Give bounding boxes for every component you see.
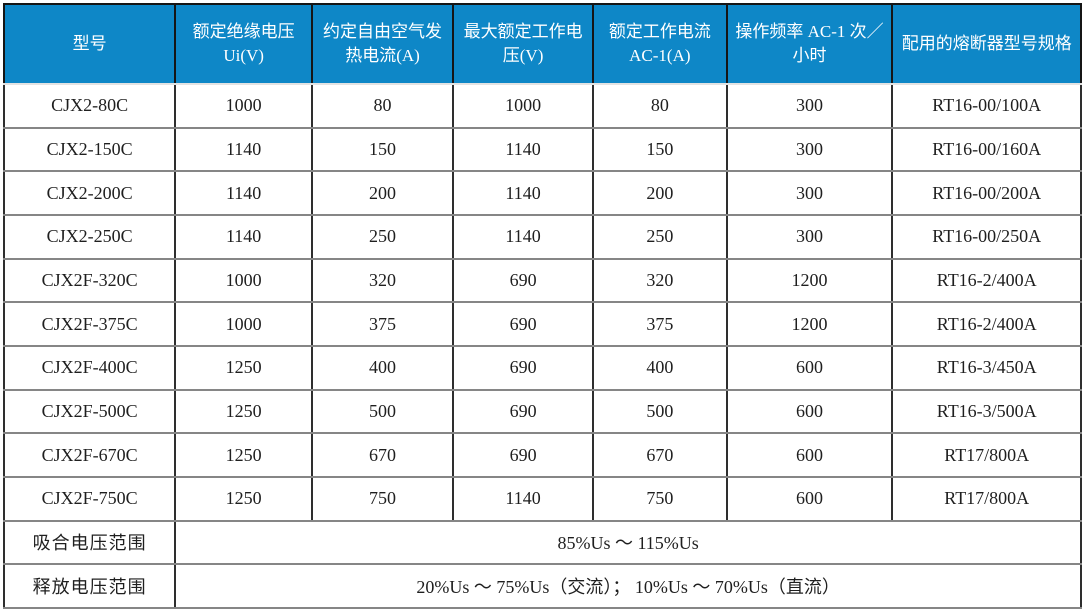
value-cell: 400 (592, 344, 728, 391)
value-cell: RT17/800A (891, 475, 1082, 522)
value-cell: 1250 (174, 432, 313, 478)
value-cell: RT16-00/200A (891, 170, 1082, 216)
table-row: CJX2F-750C 1250 750 1140 750 600 RT17/800A (2, 475, 1082, 522)
value-cell: 250 (310, 213, 455, 260)
value-cell: 1250 (174, 475, 313, 522)
value-cell: 1140 (452, 126, 595, 173)
value-cell: 1250 (174, 388, 313, 435)
table-row: CJX2F-670C 1250 670 690 670 600 RT17/800A (2, 432, 1082, 478)
value-cell: 1140 (174, 126, 313, 173)
value-cell: 750 (592, 475, 728, 522)
header-cell-op-frequency: 操作频率 AC-1 次／小时 (725, 3, 894, 85)
model-cell: CJX2-200C (2, 170, 177, 216)
model-cell: CJX2-80C (2, 83, 177, 129)
value-cell: 1140 (174, 170, 313, 216)
model-cell: CJX2F-750C (2, 475, 177, 522)
model-cell: CJX2F-375C (2, 301, 177, 347)
value-cell: RT16-00/160A (891, 126, 1082, 173)
header-cell-model: 型号 (2, 3, 177, 85)
table-row: CJX2F-400C 1250 400 690 400 600 RT16-3/450A (2, 344, 1082, 391)
value-cell: 300 (725, 170, 894, 216)
model-cell: CJX2-150C (2, 126, 177, 173)
value-cell: 150 (310, 126, 455, 173)
value-cell: 1200 (725, 257, 894, 304)
value-cell: 1000 (174, 301, 313, 347)
value-cell: 375 (592, 301, 728, 347)
pickup-voltage-label: 吸合电压范围 (2, 519, 177, 566)
value-cell: 690 (452, 388, 595, 435)
value-cell: 80 (592, 83, 728, 129)
release-voltage-row: 释放电压范围 20%Us ～ 75%Us（交流）； 10%Us ～ 70%Us（… (2, 563, 1082, 609)
value-cell: 300 (725, 126, 894, 173)
contactor-spec-table: 型号 额定绝缘电压 Ui(V) 约定自由空气发热电流(A) 最大额定工作电压(V… (2, 3, 1082, 609)
value-cell: 1000 (174, 83, 313, 129)
header-cell-thermal-current: 约定自由空气发热电流(A) (310, 3, 455, 85)
table-header: 型号 额定绝缘电压 Ui(V) 约定自由空气发热电流(A) 最大额定工作电压(V… (2, 3, 1082, 85)
model-cell: CJX2F-500C (2, 388, 177, 435)
value-cell: RT16-3/450A (891, 344, 1082, 391)
value-cell: 1140 (174, 213, 313, 260)
value-cell: 600 (725, 344, 894, 391)
value-cell: 300 (725, 213, 894, 260)
header-cell-working-current: 额定工作电流 AC-1(A) (592, 3, 728, 85)
header-cell-max-voltage: 最大额定工作电压(V) (452, 3, 595, 85)
value-cell: 320 (592, 257, 728, 304)
table-footer: 吸合电压范围 85%Us ～ 115%Us 释放电压范围 20%Us ～ 75%… (2, 519, 1082, 609)
table-row: CJX2F-375C 1000 375 690 375 1200 RT16-2/400A (2, 301, 1082, 347)
value-cell: RT16-00/100A (891, 83, 1082, 129)
value-cell: RT16-2/400A (891, 257, 1082, 304)
value-cell: 1140 (452, 475, 595, 522)
value-cell: 1000 (452, 83, 595, 129)
value-cell: 670 (592, 432, 728, 478)
value-cell: RT16-3/500A (891, 388, 1082, 435)
value-cell: 1200 (725, 301, 894, 347)
value-cell: 200 (310, 170, 455, 216)
table-row: CJX2F-320C 1000 320 690 320 1200 RT16-2/400A (2, 257, 1082, 304)
value-cell: 500 (310, 388, 455, 435)
model-cell: CJX2F-400C (2, 344, 177, 391)
value-cell: 750 (310, 475, 455, 522)
value-cell: 600 (725, 388, 894, 435)
value-cell: 1250 (174, 344, 313, 391)
value-cell: 500 (592, 388, 728, 435)
value-cell: 690 (452, 257, 595, 304)
release-voltage-value: 20%Us ～ 75%Us（交流）； 10%Us ～ 70%Us（直流） (174, 563, 1082, 609)
model-cell: CJX2F-320C (2, 257, 177, 304)
value-cell: 600 (725, 475, 894, 522)
value-cell: RT16-00/250A (891, 213, 1082, 260)
value-cell: RT17/800A (891, 432, 1082, 478)
value-cell: 200 (592, 170, 728, 216)
model-cell: CJX2F-670C (2, 432, 177, 478)
value-cell: 150 (592, 126, 728, 173)
table-row: CJX2-150C 1140 150 1140 150 300 RT16-00/160A (2, 126, 1082, 173)
value-cell: RT16-2/400A (891, 301, 1082, 347)
table-row: CJX2F-500C 1250 500 690 500 600 RT16-3/500A (2, 388, 1082, 435)
header-cell-fuse-spec: 配用的熔断器型号规格 (891, 3, 1082, 85)
value-cell: 670 (310, 432, 455, 478)
pickup-voltage-row: 吸合电压范围 85%Us ～ 115%Us (2, 519, 1082, 566)
value-cell: 300 (725, 83, 894, 129)
table-row: CJX2-80C 1000 80 1000 80 300 RT16-00/100A (2, 83, 1082, 129)
value-cell: 1000 (174, 257, 313, 304)
value-cell: 690 (452, 432, 595, 478)
value-cell: 690 (452, 301, 595, 347)
value-cell: 1140 (452, 213, 595, 260)
model-cell: CJX2-250C (2, 213, 177, 260)
value-cell: 690 (452, 344, 595, 391)
pickup-voltage-value: 85%Us ～ 115%Us (174, 519, 1082, 566)
table-row: CJX2-200C 1140 200 1140 200 300 RT16-00/200A (2, 170, 1082, 216)
release-voltage-label: 释放电压范围 (2, 563, 177, 609)
table-body: CJX2-80C 1000 80 1000 80 300 RT16-00/100A CJX2-… (2, 83, 1082, 522)
table-row: CJX2-250C 1140 250 1140 250 300 RT16-00/250A (2, 213, 1082, 260)
value-cell: 600 (725, 432, 894, 478)
value-cell: 80 (310, 83, 455, 129)
header-row: 型号 额定绝缘电压 Ui(V) 约定自由空气发热电流(A) 最大额定工作电压(V… (2, 3, 1082, 85)
value-cell: 400 (310, 344, 455, 391)
header-cell-insulation-voltage: 额定绝缘电压 Ui(V) (174, 3, 313, 85)
value-cell: 250 (592, 213, 728, 260)
value-cell: 1140 (452, 170, 595, 216)
value-cell: 320 (310, 257, 455, 304)
value-cell: 375 (310, 301, 455, 347)
